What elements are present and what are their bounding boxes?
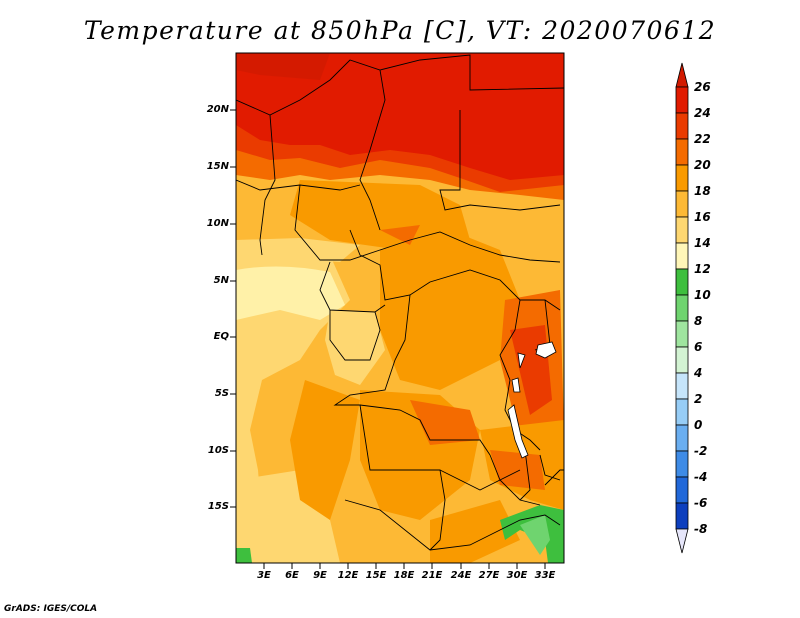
colorbar-swatch (675, 216, 689, 244)
colorbar (675, 62, 689, 554)
colorbar-swatch (675, 112, 689, 140)
x-tick-label: 9E (313, 570, 327, 581)
map-frame (235, 52, 565, 564)
y-tick-label: EQ (213, 331, 229, 342)
x-tick-label: 12E (337, 570, 359, 581)
colorbar-label: 16 (694, 210, 711, 224)
y-tick-label: 15S (207, 501, 229, 512)
y-tick-label: 20N (206, 104, 229, 115)
y-tick-label: 10N (206, 218, 229, 229)
y-tick-marks (230, 109, 236, 508)
colorbar-label: -8 (694, 522, 708, 536)
colorbar-label: -6 (694, 496, 708, 510)
y-tick-label: 10S (207, 445, 229, 456)
colorbar-swatch (675, 476, 689, 504)
colorbar-label: 26 (694, 80, 711, 94)
colorbar-label: 6 (694, 340, 703, 354)
colorbar-swatch (675, 398, 689, 426)
colorbar-label: 24 (694, 106, 711, 120)
colorbar-swatch (675, 320, 689, 348)
colorbar-swatch (675, 268, 689, 296)
credit-text: GrADS: IGES/COLA (4, 604, 98, 614)
colorbar-swatch (675, 190, 689, 218)
colorbar-label: 8 (694, 314, 703, 328)
colorbar-swatch (675, 450, 689, 478)
colorbar-label: -4 (694, 470, 708, 484)
colorbar-over-triangle (675, 62, 689, 88)
colorbar-swatch (675, 502, 689, 530)
colorbar-swatch (675, 164, 689, 192)
x-tick-label: 27E (478, 570, 500, 581)
colorbar-swatch (675, 242, 689, 270)
colorbar-swatch (675, 424, 689, 452)
x-tick-label: 6E (285, 570, 299, 581)
colorbar-swatch (675, 138, 689, 166)
colorbar-swatch (675, 346, 689, 374)
x-tick-label: 30E (506, 570, 528, 581)
colorbar-swatch (675, 86, 689, 114)
colorbar-swatch (675, 294, 689, 322)
country-borders (236, 54, 564, 551)
colorbar-label: 20 (694, 158, 711, 172)
x-tick-label: 3E (257, 570, 271, 581)
colorbar-label: 14 (694, 236, 711, 250)
y-tick-label: 5S (214, 388, 229, 399)
temperature-field (236, 53, 564, 563)
colorbar-label: 10 (694, 288, 711, 302)
colorbar-label: -2 (694, 444, 708, 458)
colorbar-label: 12 (694, 262, 711, 276)
colorbar-under-triangle (675, 528, 689, 554)
colorbar-label: 0 (694, 418, 703, 432)
colorbar-swatch (675, 372, 689, 400)
lakes (507, 341, 557, 459)
colorbar-label: 22 (694, 132, 711, 146)
y-tick-label: 5N (213, 275, 229, 286)
x-tick-label: 21E (421, 570, 443, 581)
colorbar-label: 4 (694, 366, 703, 380)
chart-title: Temperature at 850hPa [C], VT: 202007061… (83, 16, 717, 45)
x-tick-label: 18E (393, 570, 415, 581)
x-tick-marks (263, 563, 546, 569)
colorbar-label: 18 (694, 184, 711, 198)
x-tick-label: 33E (534, 570, 556, 581)
x-tick-label: 24E (450, 570, 472, 581)
y-tick-label: 15N (206, 161, 229, 172)
colorbar-label: 2 (694, 392, 703, 406)
x-tick-label: 15E (365, 570, 387, 581)
